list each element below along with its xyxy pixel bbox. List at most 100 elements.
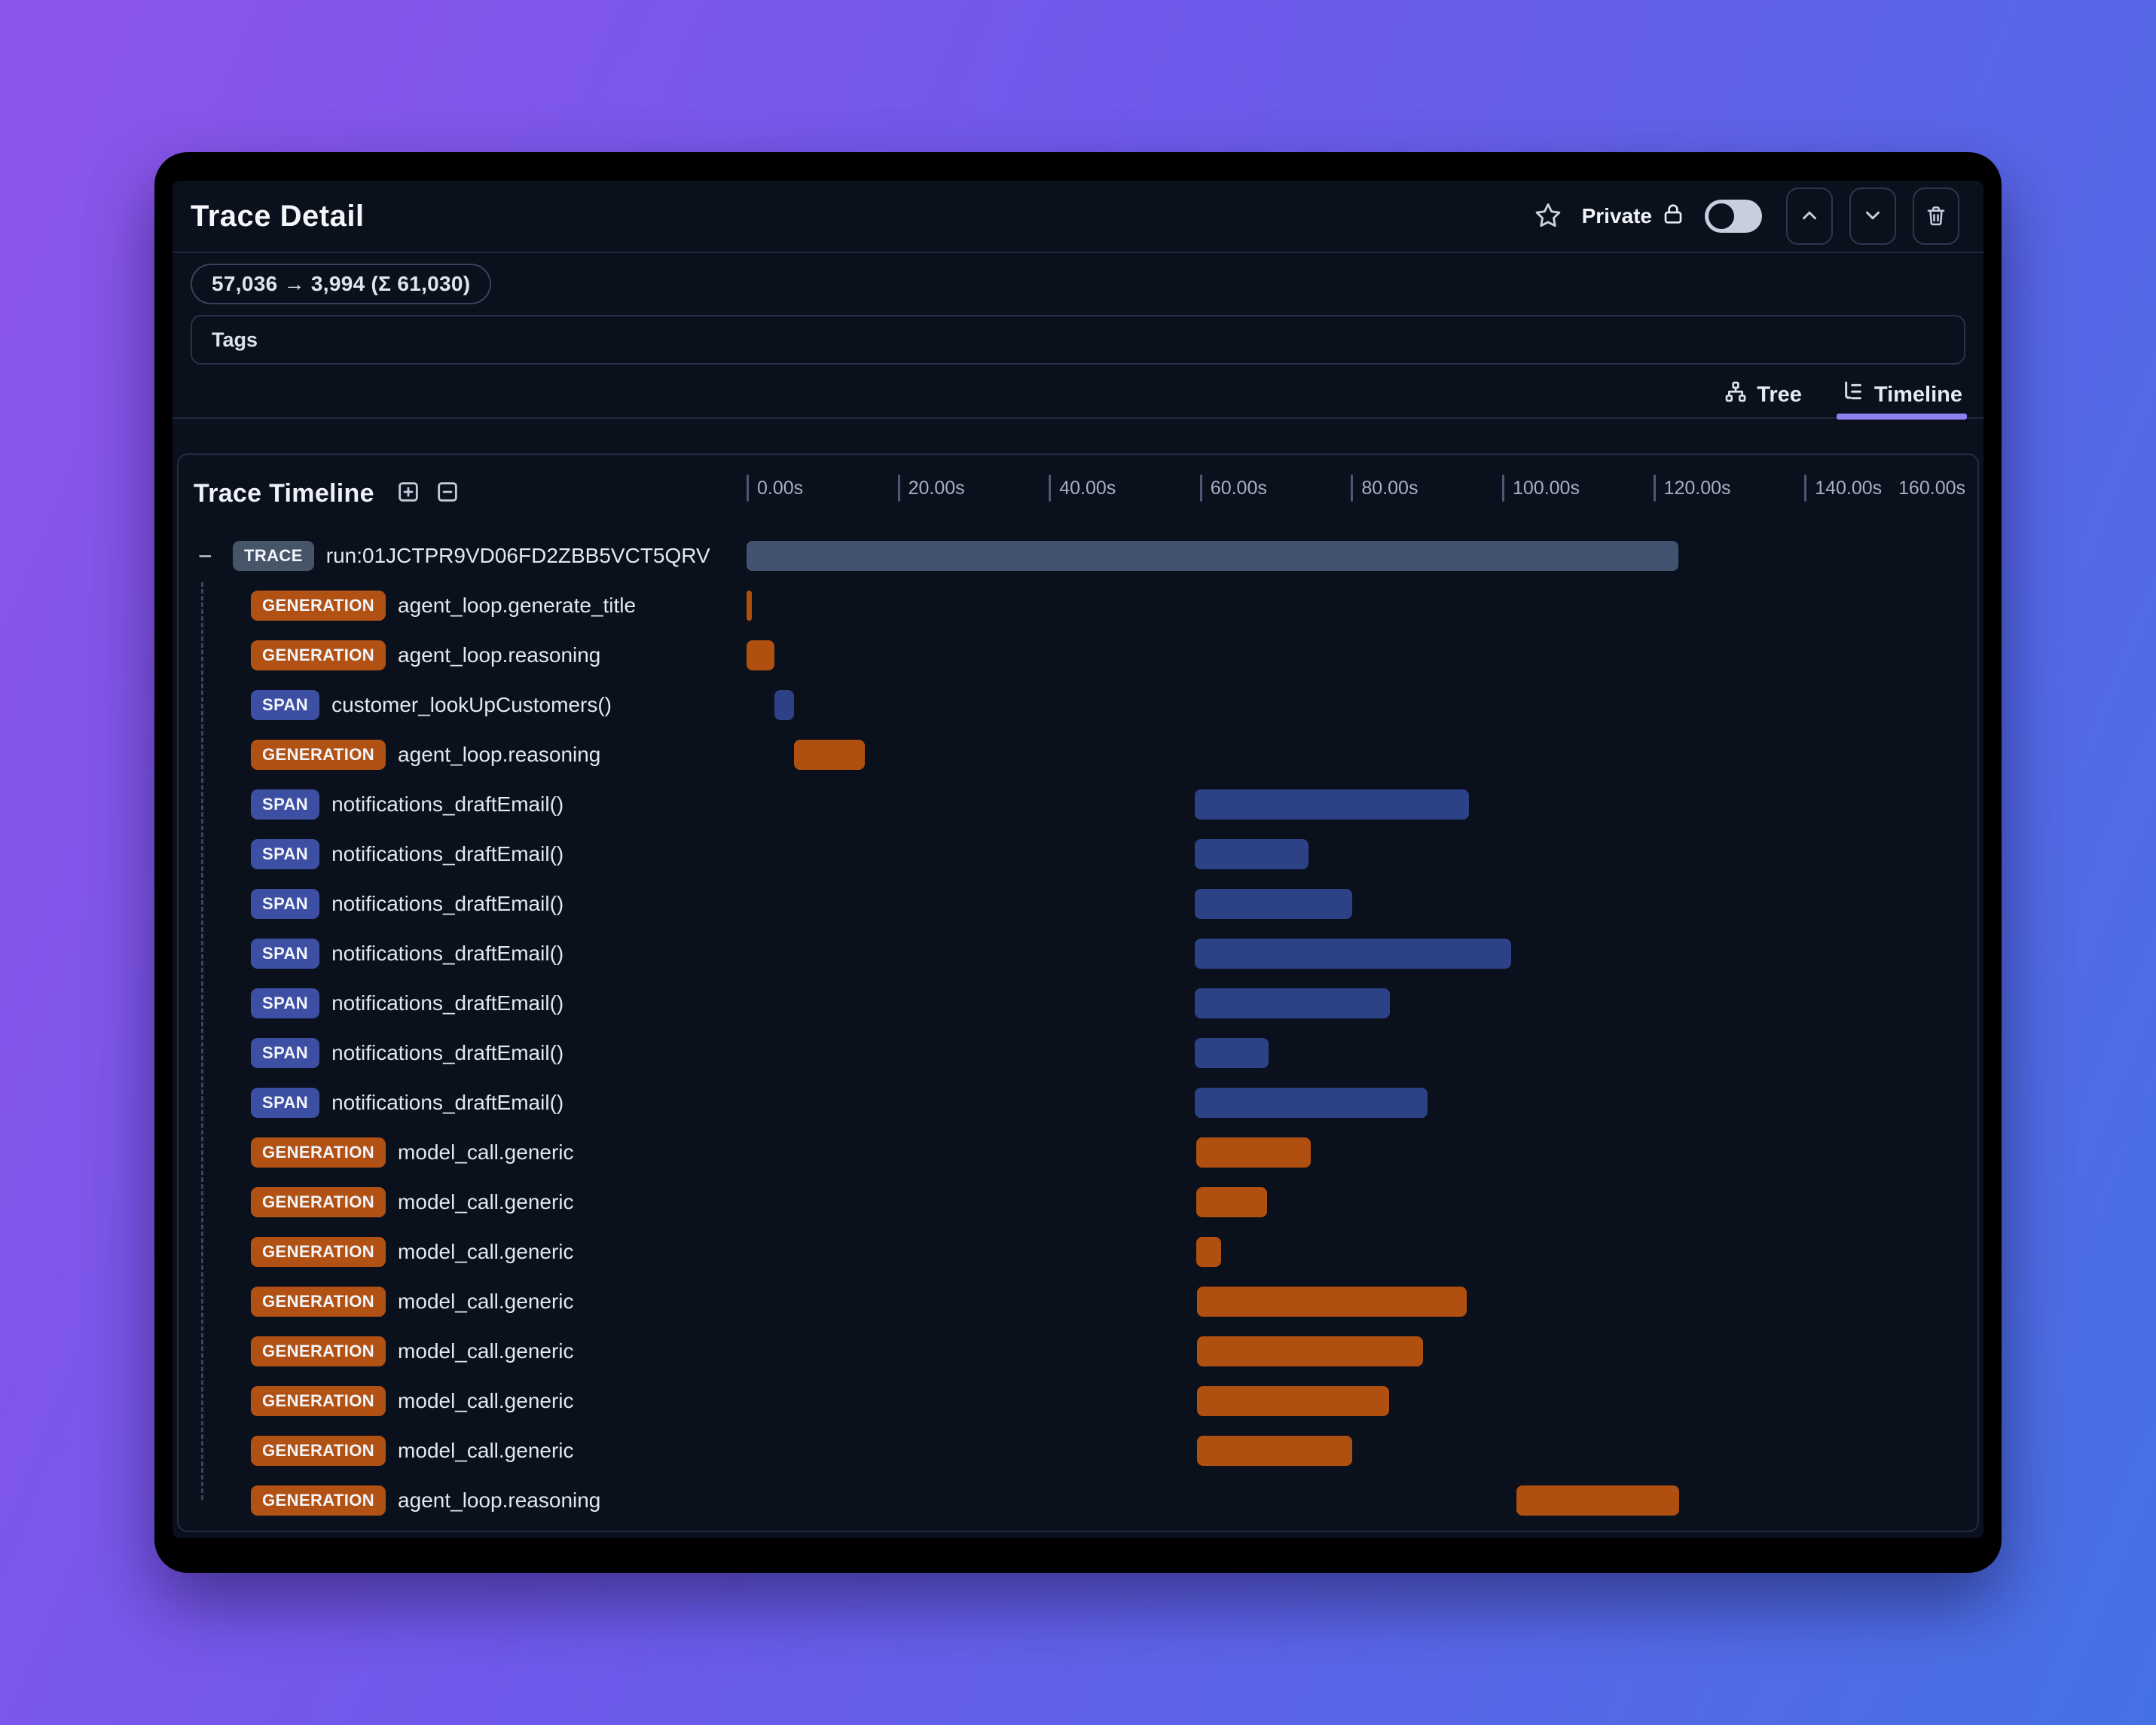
timeline-bar[interactable] xyxy=(1196,1386,1389,1416)
timeline-row[interactable]: SPAN customer_lookUpCustomers() xyxy=(179,680,1977,730)
trash-icon xyxy=(1925,204,1947,229)
timeline-bar[interactable] xyxy=(1516,1485,1679,1516)
timeline-row[interactable]: SPAN notifications_draftEmail() xyxy=(179,1078,1977,1128)
row-label: GENERATION model_call.generic xyxy=(179,1187,574,1217)
timeline-row[interactable]: GENERATION model_call.generic xyxy=(179,1177,1977,1227)
timeline-bar[interactable] xyxy=(1196,1336,1423,1366)
row-label: SPAN notifications_draftEmail() xyxy=(179,889,563,919)
timeline-row[interactable]: GENERATION agent_loop.reasoning xyxy=(179,730,1977,780)
row-label: SPAN notifications_draftEmail() xyxy=(179,939,563,969)
timeline-row[interactable]: GENERATION agent_loop.reasoning xyxy=(179,1476,1977,1525)
timeline-bar[interactable] xyxy=(1196,1436,1353,1466)
header-actions: Private xyxy=(1534,188,1959,245)
observation-type-badge: SPAN xyxy=(251,1038,320,1068)
timeline-row[interactable]: − TRACE run:01JCTPR9VD06FD2ZBB5VCT5QRV xyxy=(179,531,1977,581)
row-label: − TRACE run:01JCTPR9VD06FD2ZBB5VCT5QRV xyxy=(179,541,710,571)
collapse-toggle-icon[interactable]: − xyxy=(198,542,212,569)
observation-type-badge: GENERATION xyxy=(251,640,386,670)
timeline-row[interactable]: GENERATION model_call.generic xyxy=(179,1376,1977,1426)
observation-type-badge: SPAN xyxy=(251,690,320,720)
observation-name: agent_loop.reasoning xyxy=(398,1488,601,1512)
timeline-row[interactable]: GENERATION model_call.generic xyxy=(179,1227,1977,1277)
observation-type-badge: SPAN xyxy=(251,1088,320,1118)
timeline-row[interactable]: GENERATION model_call.generic xyxy=(179,1327,1977,1376)
privacy-control: Private xyxy=(1582,202,1685,231)
observation-name: notifications_draftEmail() xyxy=(331,792,564,816)
observation-name: notifications_draftEmail() xyxy=(331,1041,564,1064)
timeline-row[interactable]: GENERATION model_call.generic xyxy=(179,1277,1977,1327)
timeline-bar[interactable] xyxy=(1196,1237,1221,1267)
timeline-bar[interactable] xyxy=(1194,1088,1428,1118)
toggle-knob xyxy=(1709,203,1734,229)
observation-name: customer_lookUpCustomers() xyxy=(331,693,612,716)
tags-input[interactable]: Tags xyxy=(191,315,1965,365)
row-label: GENERATION agent_loop.reasoning xyxy=(179,1485,600,1516)
timeline-bar[interactable] xyxy=(1194,939,1512,969)
timeline-bar[interactable] xyxy=(1194,988,1390,1018)
observation-type-badge: GENERATION xyxy=(251,1187,386,1217)
timeline-bar[interactable] xyxy=(774,690,795,720)
row-label: SPAN notifications_draftEmail() xyxy=(179,988,563,1018)
observation-name: notifications_draftEmail() xyxy=(331,892,564,915)
tab-active-underline xyxy=(1836,414,1967,420)
timeline-row[interactable]: GENERATION agent_loop.generate_title xyxy=(179,581,1977,630)
row-label: GENERATION model_call.generic xyxy=(179,1436,574,1466)
next-trace-button[interactable] xyxy=(1849,188,1896,245)
delete-trace-button[interactable] xyxy=(1913,188,1959,245)
observation-type-badge: GENERATION xyxy=(251,1336,386,1366)
observation-type-badge: GENERATION xyxy=(251,1287,386,1317)
row-label: GENERATION model_call.generic xyxy=(179,1237,574,1267)
tab-tree[interactable]: Tree xyxy=(1724,371,1802,418)
timeline-row[interactable]: SPAN notifications_draftEmail() xyxy=(179,829,1977,879)
token-usage-badge[interactable]: 57,036 → 3,994 (Σ 61,030) xyxy=(191,264,492,304)
timeline-bar[interactable] xyxy=(1196,1137,1312,1168)
timeline-row[interactable]: SPAN notifications_draftEmail() xyxy=(179,1028,1977,1078)
timeline-bar[interactable] xyxy=(1194,839,1309,869)
timeline-bar[interactable] xyxy=(747,591,753,621)
previous-trace-button[interactable] xyxy=(1786,188,1833,245)
axis-tick-label: 120.00s xyxy=(1663,478,1731,499)
tree-icon xyxy=(1724,380,1748,410)
view-tabs: Tree Timeline xyxy=(173,371,1983,420)
observation-name: model_call.generic xyxy=(398,1240,574,1263)
timeline-bar[interactable] xyxy=(794,740,866,770)
timeline-bar[interactable] xyxy=(1194,1038,1269,1068)
observation-type-badge: GENERATION xyxy=(251,1237,386,1267)
timeline-row[interactable]: GENERATION model_call.generic xyxy=(179,1128,1977,1177)
observation-type-badge: SPAN xyxy=(251,988,320,1018)
observation-type-badge: GENERATION xyxy=(251,1485,386,1516)
axis-tick xyxy=(1199,475,1202,502)
observation-type-badge: GENERATION xyxy=(251,740,386,770)
timeline-bar[interactable] xyxy=(1196,1287,1467,1317)
privacy-toggle[interactable] xyxy=(1705,200,1762,233)
timeline-bar[interactable] xyxy=(747,640,775,670)
timeline-row[interactable]: SPAN notifications_draftEmail() xyxy=(179,879,1977,929)
collapse-all-button[interactable] xyxy=(435,479,460,508)
tree-guide-line xyxy=(201,582,203,1500)
observation-type-badge: TRACE xyxy=(233,541,314,571)
timeline-bar[interactable] xyxy=(1194,889,1353,919)
timeline-row[interactable]: SPAN notifications_draftEmail() xyxy=(179,979,1977,1028)
chevron-up-icon xyxy=(1798,204,1821,229)
timeline-bar[interactable] xyxy=(747,541,1678,571)
expand-all-button[interactable] xyxy=(395,479,421,508)
row-label: SPAN notifications_draftEmail() xyxy=(179,789,563,820)
timeline-row[interactable]: GENERATION agent_loop.reasoning xyxy=(179,630,1977,680)
row-label: SPAN notifications_draftEmail() xyxy=(179,839,563,869)
window-button-group xyxy=(1786,188,1959,245)
axis-tick xyxy=(747,475,749,502)
timeline-size-controls xyxy=(395,479,460,508)
axis-tick xyxy=(1351,475,1354,502)
star-icon xyxy=(1534,201,1562,232)
timeline-row[interactable]: GENERATION model_call.generic xyxy=(179,1426,1977,1476)
timeline-row[interactable]: SPAN notifications_draftEmail() xyxy=(179,929,1977,979)
timeline-panel-title: Trace Timeline xyxy=(194,478,374,508)
timeline-bar[interactable] xyxy=(1196,1187,1268,1217)
tab-timeline[interactable]: Timeline xyxy=(1836,371,1967,420)
header-bar: Trace Detail Private xyxy=(173,181,1983,253)
timeline-row[interactable]: SPAN notifications_draftEmail() xyxy=(179,780,1977,829)
timeline-bar[interactable] xyxy=(1194,789,1469,820)
favorite-star-button[interactable] xyxy=(1534,201,1562,232)
observation-type-badge: SPAN xyxy=(251,939,320,969)
